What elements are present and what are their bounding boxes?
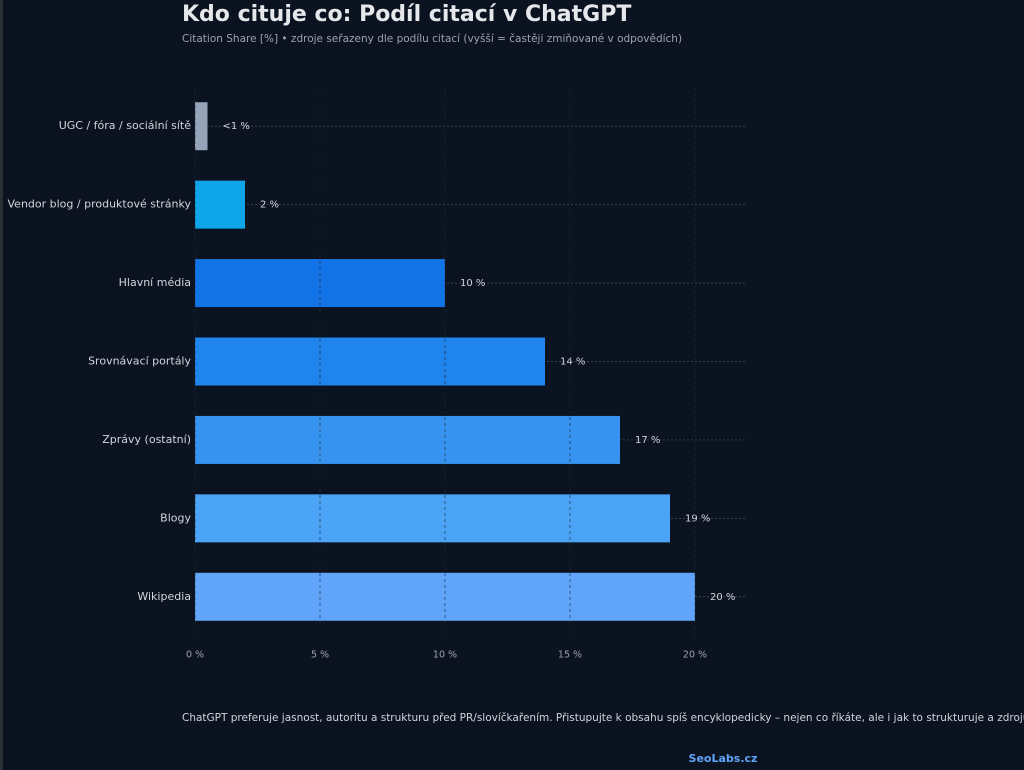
value-label: <1 % xyxy=(223,121,250,132)
footnote: ChatGPT preferuje jasnost, autoritu a st… xyxy=(182,712,1024,724)
value-label: 14 % xyxy=(560,357,585,368)
y-tick-label: Wikipedia xyxy=(137,590,191,603)
value-label: 20 % xyxy=(710,592,735,603)
bar xyxy=(195,494,670,543)
y-tick-label: Vendor blog / produktové stránky xyxy=(8,198,192,211)
chart-subtitle: Citation Share [%] • zdroje seřazeny dle… xyxy=(182,33,682,45)
value-label: 2 % xyxy=(260,200,279,211)
bar xyxy=(195,337,545,386)
bar xyxy=(195,180,245,229)
x-tick-label: 0 % xyxy=(186,650,204,661)
x-tick-label: 10 % xyxy=(433,650,457,661)
bar xyxy=(195,415,620,464)
bar xyxy=(195,102,208,151)
y-tick-label: UGC / fóra / sociální sítě xyxy=(59,119,192,132)
x-tick-label: 20 % xyxy=(683,650,707,661)
left-border xyxy=(0,0,3,770)
x-tick-label: 15 % xyxy=(558,650,582,661)
value-label: 10 % xyxy=(460,278,485,289)
y-tick-label: Zprávy (ostatní) xyxy=(102,433,191,446)
value-label: 19 % xyxy=(685,513,710,524)
y-tick-label: Hlavní média xyxy=(119,276,191,289)
brand: SeoLabs.cz xyxy=(689,752,758,765)
y-tick-label: Srovnávací portály xyxy=(88,355,191,368)
chart-title: Kdo cituje co: Podíl citací v ChatGPT xyxy=(182,2,631,27)
x-tick-label: 5 % xyxy=(311,650,329,661)
value-label: 17 % xyxy=(635,435,660,446)
y-tick-label: Blogy xyxy=(160,511,191,524)
